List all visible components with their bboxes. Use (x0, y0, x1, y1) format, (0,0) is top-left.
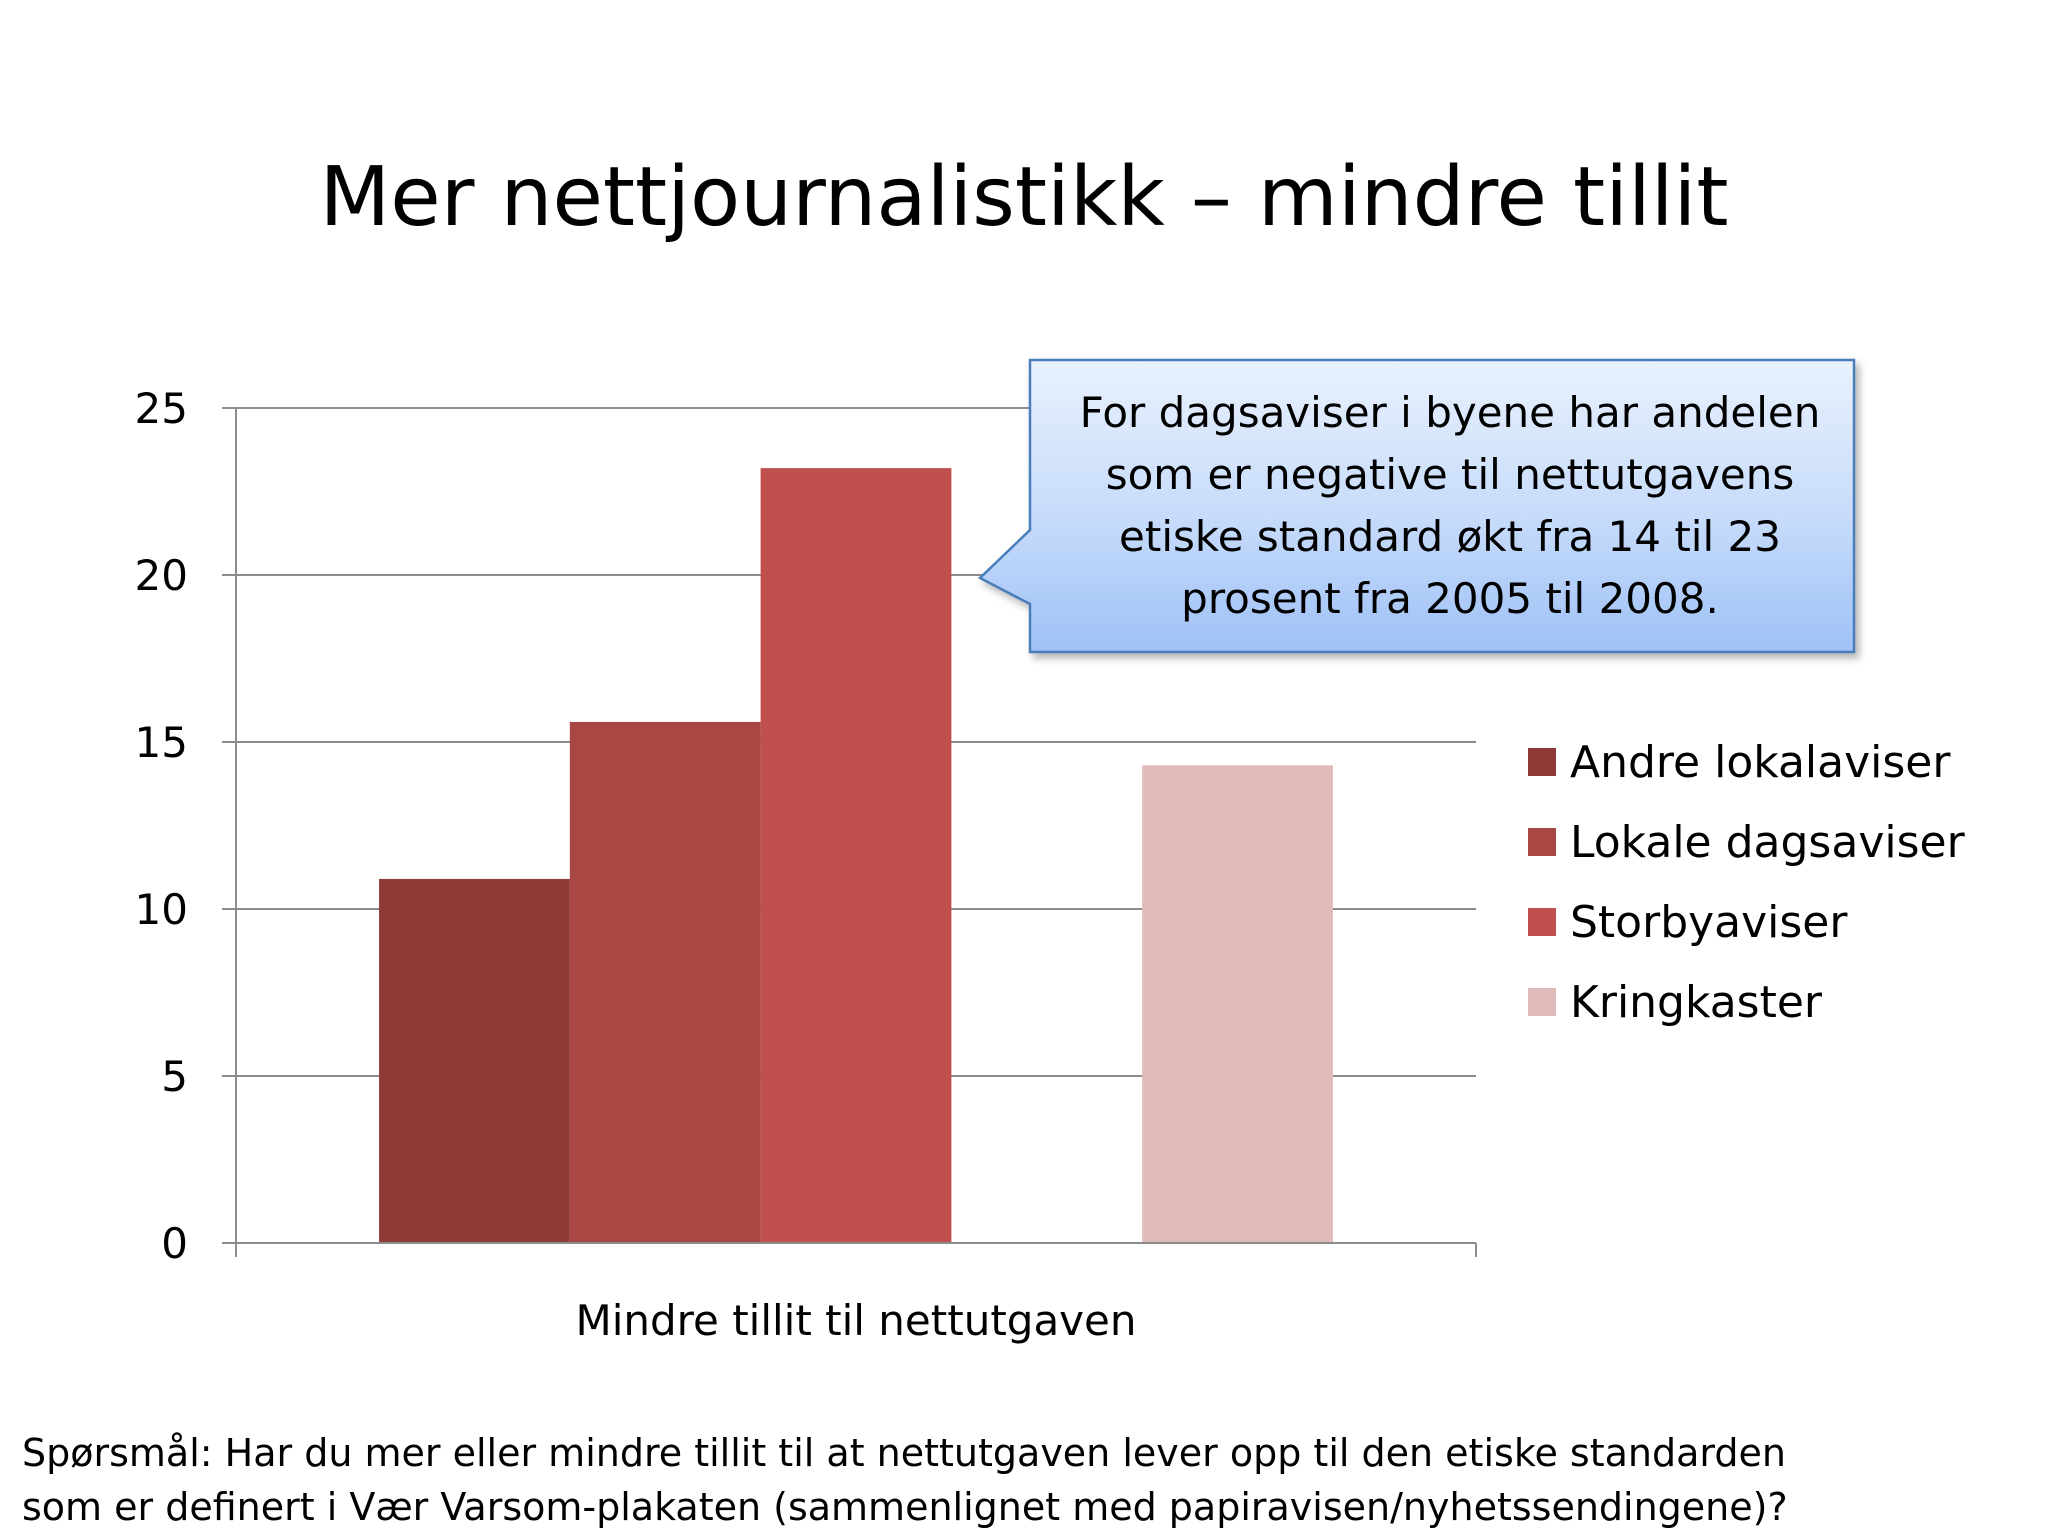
chart-legend: Andre lokalaviser Lokale dagsaviser Stor… (1528, 722, 1965, 1042)
callout-bubble (977, 358, 1856, 654)
slide-title: Mer nettjournalistikk – mindre tillit (319, 150, 1729, 245)
legend-label: Lokale dagsaviser (1570, 816, 1965, 868)
bar-kringkaster (1142, 765, 1333, 1243)
y-tick-label: 25 (135, 384, 188, 433)
y-tick-label: 15 (135, 718, 188, 767)
legend-item-lokale-dagsaviser: Lokale dagsaviser (1528, 802, 1965, 882)
bar-storbyaviser (760, 468, 952, 1243)
legend-item-kringkaster: Kringkaster (1528, 962, 1965, 1042)
legend-swatch (1528, 988, 1556, 1016)
y-tick-label: 20 (135, 551, 188, 600)
y-tick-label: 10 (135, 885, 188, 934)
legend-item-andre-lokalaviser: Andre lokalaviser (1528, 722, 1965, 802)
legend-label: Storbyaviser (1570, 896, 1848, 948)
x-axis-label: Mindre tillit til nettutgaven (575, 1296, 1137, 1345)
callout-text: For dagsaviser i byene har andelen som e… (1079, 388, 1821, 623)
legend-swatch (1528, 748, 1556, 776)
legend-label: Kringkaster (1570, 976, 1822, 1028)
bars (379, 468, 1333, 1243)
footnote-line: Spørsmål: Har du mer eller mindre tillit… (22, 1431, 1786, 1475)
axes (222, 407, 1477, 1257)
footnote-line: som er definert i Vær Varsom-plakaten (s… (22, 1485, 1788, 1529)
bar-lokale-dagsaviser (569, 721, 761, 1243)
y-tick-labels: 0 5 10 15 20 25 (135, 384, 188, 1268)
y-tick-label: 0 (161, 1219, 188, 1268)
legend-item-storbyaviser: Storbyaviser (1528, 882, 1965, 962)
question-footnote: Spørsmål: Har du mer eller mindre tillit… (22, 1426, 2022, 1534)
bar-andre-lokalaviser (379, 878, 570, 1243)
legend-label: Andre lokalaviser (1570, 736, 1951, 788)
legend-swatch (1528, 908, 1556, 936)
y-tick-label: 5 (161, 1052, 188, 1101)
legend-swatch (1528, 828, 1556, 856)
